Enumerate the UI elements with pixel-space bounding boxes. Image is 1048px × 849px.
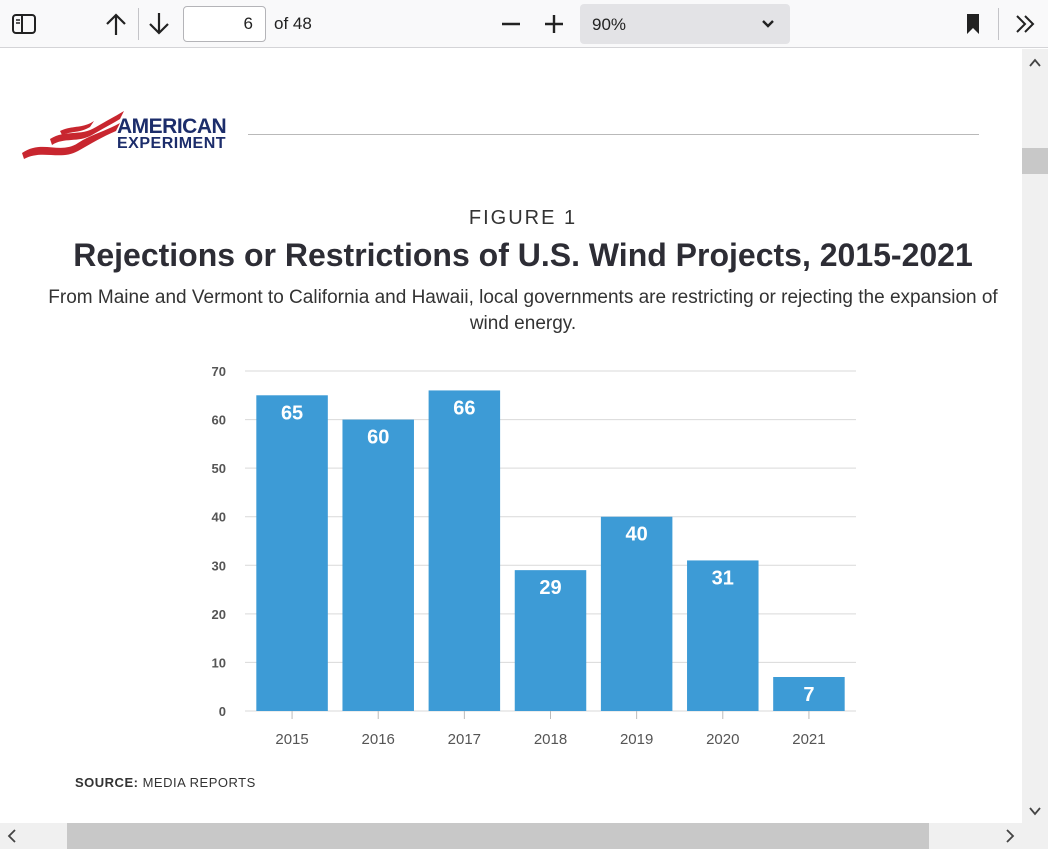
- toolbar-divider: [138, 8, 139, 40]
- x-tick-label: 2021: [792, 731, 825, 748]
- bar: [514, 570, 587, 711]
- horizontal-scrollbar[interactable]: [0, 823, 1048, 849]
- chevron-down-icon: [760, 16, 776, 37]
- header-rule: [248, 134, 979, 135]
- figure-label: FIGURE 1: [468, 207, 578, 229]
- data-label: 29: [539, 577, 561, 599]
- source-note: SOURCE: MEDIA REPORTS: [75, 775, 256, 790]
- page-number-input[interactable]: [183, 6, 266, 42]
- bar: [256, 395, 328, 711]
- y-tick-label: 20: [212, 607, 226, 622]
- document-viewer: AMERICAN EXPERIMENT FIGURE 1 Rejections …: [0, 49, 1022, 823]
- sidebar-toggle-icon[interactable]: [8, 8, 40, 40]
- scroll-up-icon[interactable]: [1029, 55, 1041, 73]
- bar: [687, 560, 759, 711]
- y-tick-label: 30: [212, 558, 226, 573]
- data-label: 65: [281, 402, 303, 424]
- previous-page-button[interactable]: [100, 8, 132, 40]
- y-tick-label: 10: [212, 655, 226, 670]
- data-label: 66: [453, 397, 475, 419]
- horizontal-scroll-thumb[interactable]: [67, 823, 929, 849]
- zoom-in-button[interactable]: [538, 8, 570, 40]
- x-tick-label: 2020: [706, 731, 739, 748]
- scroll-down-icon[interactable]: [1029, 803, 1041, 821]
- figure-subtitle: From Maine and Vermont to California and…: [48, 287, 998, 334]
- zoom-out-button[interactable]: [495, 8, 527, 40]
- y-tick-label: 0: [219, 704, 226, 719]
- source-label: SOURCE:: [75, 775, 139, 790]
- data-label: 60: [367, 427, 389, 449]
- x-tick-label: 2016: [362, 731, 395, 748]
- y-tick-label: 70: [212, 364, 226, 379]
- data-label: 31: [712, 567, 734, 589]
- vertical-scroll-thumb[interactable]: [1022, 148, 1048, 174]
- bar-chart: 0 10 20 30 40 50 60 70 65 2015 60 2016 66 2017 29 2018 4…: [212, 364, 856, 748]
- pdf-toolbar: of 48 90%: [0, 0, 1048, 48]
- tools-menu-icon[interactable]: [1009, 8, 1041, 40]
- logo-text-american: AMERICAN: [117, 115, 227, 138]
- y-tick-label: 50: [212, 461, 226, 476]
- next-page-button[interactable]: [143, 8, 175, 40]
- source-text: MEDIA REPORTS: [142, 775, 256, 790]
- scroll-left-icon[interactable]: [6, 829, 18, 848]
- bookmark-icon[interactable]: [957, 8, 989, 40]
- zoom-select[interactable]: 90%: [580, 4, 790, 44]
- figure-title: Rejections or Restrictions of U.S. Wind …: [73, 237, 973, 273]
- scroll-right-icon[interactable]: [1004, 829, 1016, 848]
- logo-text-experiment: EXPERIMENT: [117, 135, 227, 152]
- x-tick-label: 2017: [448, 731, 481, 748]
- data-label: 40: [626, 524, 648, 546]
- x-tick-label: 2019: [620, 731, 653, 748]
- bar: [600, 516, 673, 711]
- data-label: 7: [803, 684, 814, 706]
- y-tick-label: 60: [212, 413, 226, 428]
- zoom-value: 90%: [592, 15, 627, 34]
- bar: [773, 677, 845, 711]
- x-tick-label: 2015: [275, 731, 308, 748]
- bar: [342, 419, 414, 711]
- toolbar-divider: [998, 8, 999, 40]
- vertical-scrollbar[interactable]: [1022, 49, 1048, 823]
- y-tick-label: 40: [212, 510, 226, 525]
- american-experiment-logo: [20, 109, 240, 161]
- bar: [428, 390, 501, 711]
- page-count-label: of 48: [274, 14, 312, 33]
- x-tick-label: 2018: [534, 731, 567, 748]
